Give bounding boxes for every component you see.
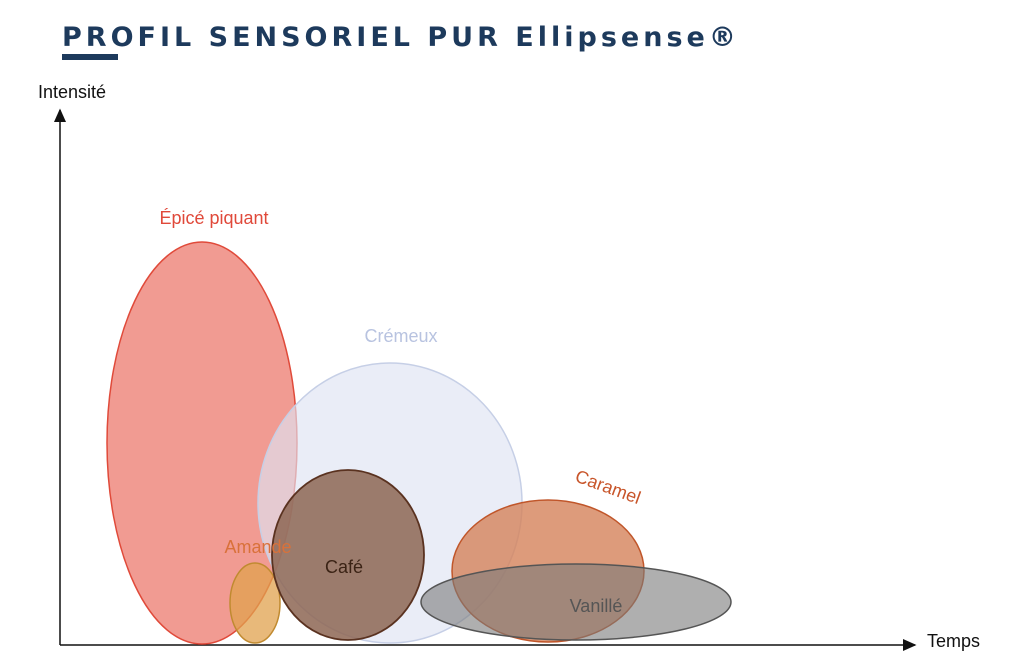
ellipse-cafe [271,469,425,641]
label-cremeux: Crémeux [364,326,437,346]
ellipse-vanille [420,563,732,641]
title-underline [62,54,118,60]
ellipse-amande [229,562,281,644]
y-axis-label: Intensité [38,82,106,102]
label-amande: Amande [224,537,291,557]
title: PROFIL SENSORIEL PUR Ellipsense® [62,22,740,53]
label-caramel: Caramel [573,466,644,508]
label-cafe: Café [325,557,363,577]
label-epice: Épicé piquant [159,208,268,228]
label-vanille: Vanillé [570,596,623,616]
x-axis-label: Temps [927,631,980,651]
